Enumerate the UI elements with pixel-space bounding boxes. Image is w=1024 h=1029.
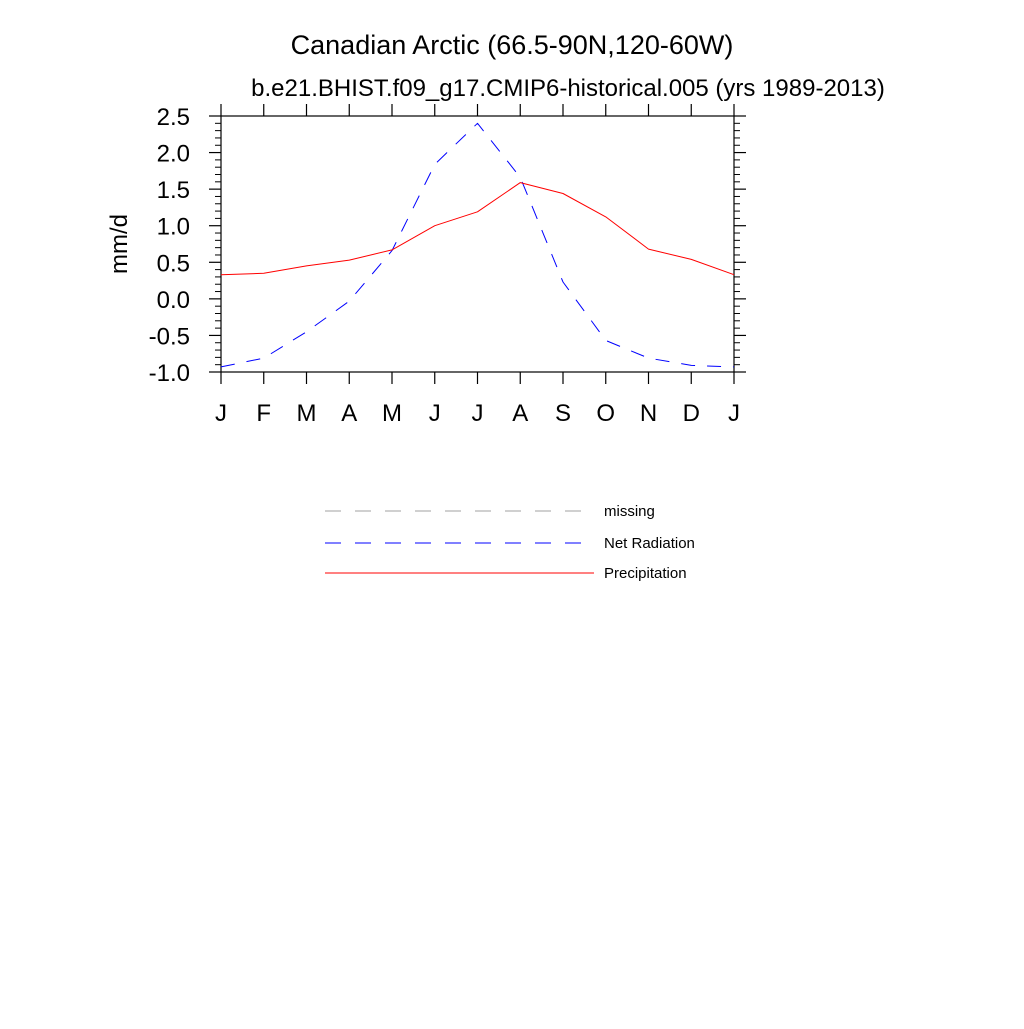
series-line-net-radiation bbox=[221, 123, 734, 367]
x-tick-label: M bbox=[382, 400, 402, 427]
y-tick-label: 0.5 bbox=[157, 250, 190, 277]
x-tick-label: M bbox=[297, 400, 317, 427]
y-tick-label: -1.0 bbox=[149, 360, 190, 387]
y-tick-label: 2.5 bbox=[157, 104, 190, 131]
x-tick-label: F bbox=[256, 400, 271, 427]
plot-area-frame bbox=[221, 116, 734, 372]
x-tick-label: A bbox=[512, 400, 528, 427]
chart-subtitle: b.e21.BHIST.f09_g17.CMIP6-historical.005… bbox=[251, 75, 885, 102]
x-tick-label: N bbox=[640, 400, 657, 427]
y-tick-label: 1.0 bbox=[157, 214, 190, 241]
x-tick-label: D bbox=[683, 400, 700, 427]
y-tick-label: 0.0 bbox=[157, 287, 190, 314]
y-tick-label: 2.0 bbox=[157, 141, 190, 168]
legend-label: missing bbox=[604, 503, 655, 520]
x-tick-label: O bbox=[596, 400, 615, 427]
x-tick-label: J bbox=[728, 400, 740, 427]
y-tick-label: 1.5 bbox=[157, 177, 190, 204]
chart-title: Canadian Arctic (66.5-90N,120-60W) bbox=[291, 30, 734, 60]
y-axis-label: mm/d bbox=[106, 214, 133, 274]
legend: missing Net Radiation Precipitation bbox=[325, 503, 695, 582]
y-tick-label: -0.5 bbox=[149, 323, 190, 350]
x-tick-label: J bbox=[429, 400, 441, 427]
series-lines bbox=[221, 123, 734, 367]
x-tick-label: A bbox=[341, 400, 357, 427]
legend-label: Net Radiation bbox=[604, 535, 695, 552]
legend-label: Precipitation bbox=[604, 565, 687, 582]
series-line-precipitation bbox=[221, 183, 734, 275]
x-tick-label: J bbox=[215, 400, 227, 427]
x-tick-label: J bbox=[472, 400, 484, 427]
x-tick-label: S bbox=[555, 400, 571, 427]
